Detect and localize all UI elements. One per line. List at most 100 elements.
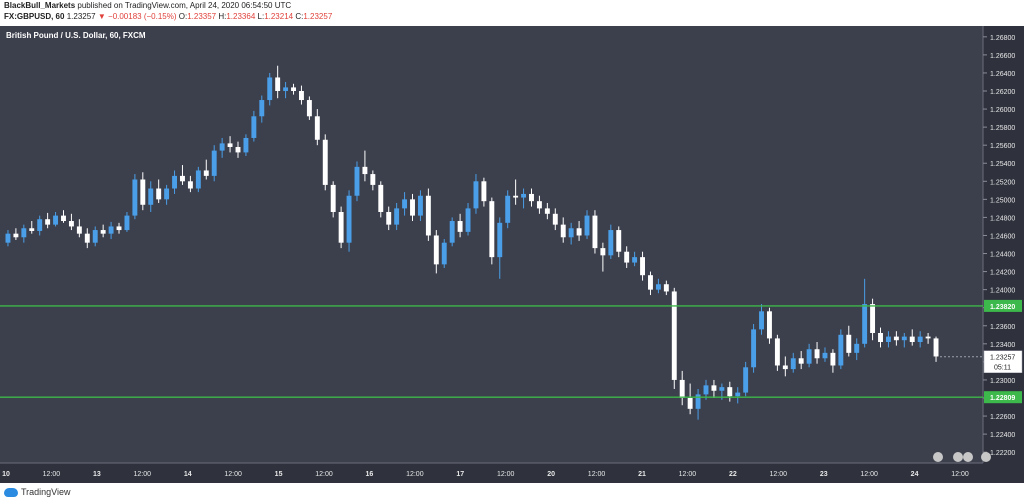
candle-body — [735, 392, 741, 397]
candle-body — [727, 387, 733, 397]
price-tick-label: 1.26800 — [990, 35, 1015, 42]
price-tick-label: 1.26200 — [990, 89, 1015, 96]
candle-body — [61, 215, 66, 222]
time-tick-label: 12:00 — [588, 471, 606, 478]
candle-body — [600, 248, 606, 256]
price-tick-label: 1.26400 — [990, 71, 1015, 78]
horizontal-levels[interactable]: 1.23820 1.22809 — [0, 299, 1022, 404]
author-name[interactable]: BlackBull_Markets — [4, 1, 76, 10]
candle-body — [584, 215, 590, 236]
level-price-label: 1.22809 — [990, 395, 1015, 402]
candle-body — [243, 137, 249, 153]
candle-body — [751, 329, 757, 368]
candle-body — [172, 175, 178, 189]
candle-body — [481, 181, 487, 202]
low-label: L: — [257, 12, 265, 21]
time-tick-label: 12:00 — [315, 471, 333, 478]
candle-body — [640, 257, 646, 276]
event-marker-icon[interactable] — [963, 452, 973, 462]
candle-body — [124, 215, 130, 231]
candle-body — [5, 233, 11, 243]
candle-body — [29, 228, 35, 231]
candle-body — [759, 311, 764, 330]
publish-line: BlackBull_Markets published on TradingVi… — [4, 1, 291, 10]
ohlc-line: FX:GBPUSD, 60 1.23257 ▼ −0.00183 (−0.15%… — [4, 12, 332, 21]
candle-body — [267, 77, 273, 101]
candle-body — [449, 221, 455, 243]
candles — [5, 65, 939, 420]
candle-body — [402, 199, 408, 209]
time-tick-label: 12:00 — [679, 471, 697, 478]
candle-body — [917, 336, 923, 343]
price-tick-label: 1.24000 — [990, 288, 1015, 295]
candle-body — [536, 201, 542, 209]
candle-body — [251, 116, 257, 138]
last-price-label: 1.23257 — [990, 355, 1015, 362]
chart-background — [0, 26, 1024, 483]
countdown-label: 05:11 — [994, 365, 1011, 372]
time-tick-label: 12:00 — [224, 471, 242, 478]
price-tick-label: 1.25400 — [990, 161, 1015, 168]
time-tick-label: 12:00 — [951, 471, 969, 478]
candle-body — [298, 91, 304, 101]
candle-body — [616, 230, 622, 252]
level-price-label: 1.23820 — [990, 304, 1015, 311]
candle-body — [235, 146, 241, 153]
symbol-label[interactable]: FX:GBPUSD, 60 — [4, 12, 65, 21]
candle-body — [711, 385, 717, 391]
publish-info: published on TradingView.com, April 24, … — [77, 1, 292, 10]
candle-body — [885, 336, 891, 343]
tradingview-logo[interactable]: TradingView — [4, 487, 71, 497]
price-tick-label: 1.25000 — [990, 197, 1015, 204]
time-tick-label: 20 — [547, 471, 555, 478]
time-tick-label: 13 — [93, 471, 101, 478]
candle-body — [592, 215, 598, 249]
candle-body — [378, 184, 384, 212]
high-label: H: — [218, 12, 227, 21]
price-tick-label: 1.26000 — [990, 107, 1015, 114]
event-marker-icon[interactable] — [981, 452, 991, 462]
time-axis-ticks: 10 12:00 13 12:00 14 12:00 15 12:00 16 12:00 17 12:… — [2, 471, 969, 478]
chart-title: British Pound / U.S. Dollar, 60, FXCM — [6, 31, 146, 40]
candle-body — [901, 336, 907, 341]
header-bar: BlackBull_Markets published on TradingVi… — [0, 0, 1024, 26]
brand-label: TradingView — [21, 487, 71, 497]
candle-body — [291, 87, 296, 92]
candle-body — [552, 213, 558, 225]
candle-body — [441, 242, 447, 265]
candle-body — [195, 170, 201, 189]
candle-body — [679, 379, 685, 398]
candle-body — [473, 181, 479, 209]
candle-body — [140, 179, 146, 205]
price-tick-label: 1.26600 — [990, 53, 1015, 60]
event-marker-icon[interactable] — [953, 452, 963, 462]
candle-body — [695, 394, 701, 409]
price-tick-label: 1.22600 — [990, 414, 1015, 421]
chart-frame[interactable]: British Pound / U.S. Dollar, 60, FXCM 1.… — [0, 26, 1024, 483]
candle-body — [489, 201, 495, 258]
candle-body — [655, 284, 661, 290]
candle-body — [774, 338, 780, 366]
candle-body — [132, 179, 138, 216]
event-markers — [933, 452, 991, 462]
candle-body — [560, 224, 566, 238]
candle-body — [568, 228, 574, 238]
candle-body — [180, 175, 185, 182]
candlestick-chart[interactable]: British Pound / U.S. Dollar, 60, FXCM 1.… — [0, 26, 1024, 483]
open-value: 1.23357 — [187, 12, 217, 21]
event-marker-icon[interactable] — [933, 452, 943, 462]
time-tick-label: 17 — [456, 471, 464, 478]
candle-body — [862, 304, 868, 344]
last-price-box — [983, 350, 1023, 373]
candle-body — [76, 226, 82, 234]
price-tick-label: 1.22200 — [990, 450, 1015, 457]
candle-body — [846, 334, 852, 353]
candle-body — [457, 221, 463, 232]
candle-body — [13, 233, 19, 238]
time-tick-label: 12:00 — [497, 471, 515, 478]
candle-body — [187, 181, 193, 189]
price-tick-label: 1.24600 — [990, 233, 1015, 240]
candle-body — [156, 188, 162, 200]
price-tick-label: 1.25200 — [990, 179, 1015, 186]
candle-body — [211, 150, 217, 176]
